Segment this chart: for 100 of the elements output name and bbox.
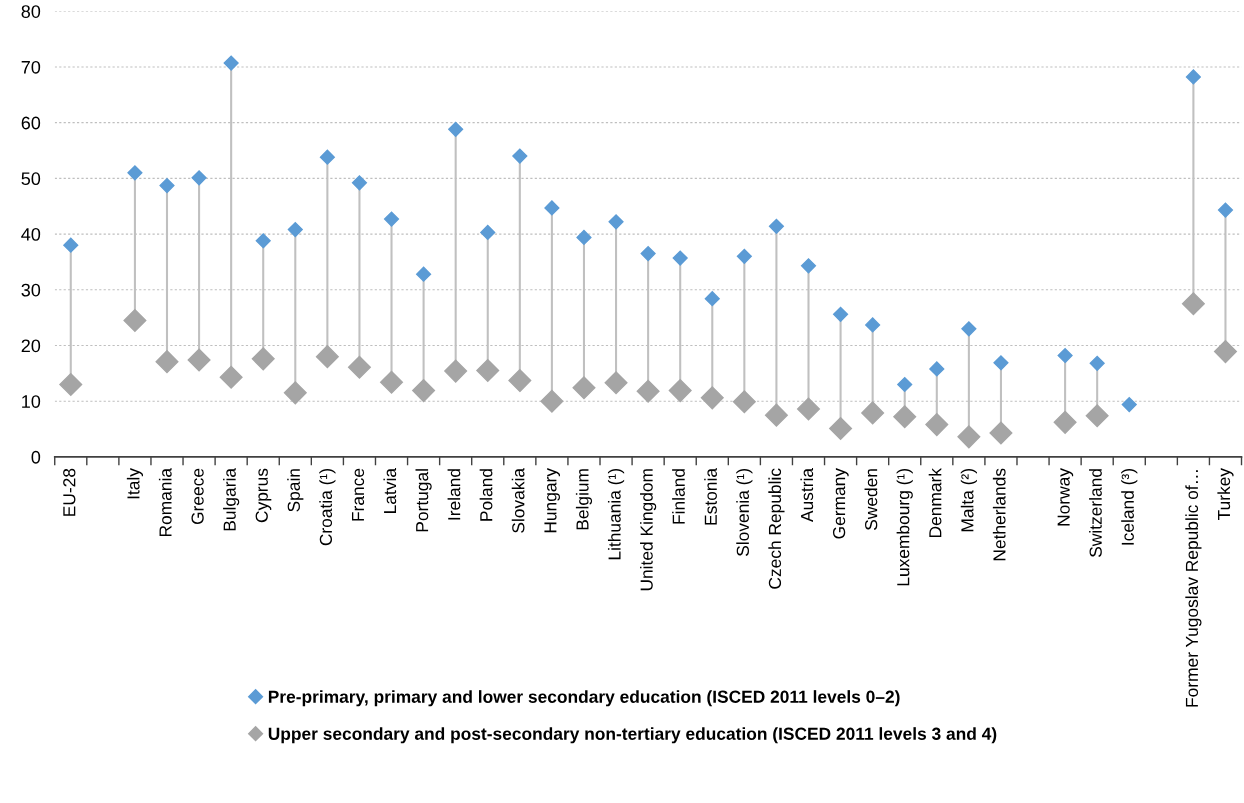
point bbox=[219, 365, 243, 389]
point bbox=[1057, 347, 1073, 364]
point bbox=[59, 372, 83, 396]
x-tick-label: Slovakia bbox=[511, 468, 525, 533]
point bbox=[123, 308, 147, 332]
x-tick-label: Austria bbox=[800, 468, 814, 523]
point bbox=[159, 178, 175, 194]
point bbox=[989, 421, 1013, 445]
x-tick-label: Norway bbox=[1057, 468, 1074, 526]
legend-label: Pre-primary, primary and lower secondary education (ISCED 2011 levels 0–2) bbox=[268, 690, 900, 707]
y-tick-label: 70 bbox=[21, 60, 41, 74]
point bbox=[127, 165, 143, 181]
x-tick-label: Lithuania (¹) bbox=[607, 469, 625, 560]
x-tick-label: Ireland bbox=[447, 469, 461, 520]
point bbox=[255, 233, 271, 249]
point bbox=[829, 416, 853, 440]
point bbox=[957, 425, 981, 449]
point bbox=[800, 258, 817, 274]
x-tick-label: Malta (²) bbox=[960, 469, 977, 532]
x-tick-label: Finland bbox=[672, 469, 685, 524]
x-tick-label: France bbox=[351, 468, 365, 521]
point bbox=[508, 369, 532, 393]
x-tick-label: Romania bbox=[158, 468, 172, 537]
point bbox=[668, 379, 692, 403]
point bbox=[223, 55, 239, 71]
point bbox=[1213, 340, 1237, 364]
point bbox=[380, 370, 404, 394]
point bbox=[416, 266, 432, 282]
point bbox=[572, 376, 596, 400]
point bbox=[383, 211, 400, 227]
y-tick-label: 40 bbox=[21, 228, 41, 241]
y-tick-label: 80 bbox=[21, 5, 41, 18]
point bbox=[1121, 396, 1137, 413]
x-tick-label: Croatia (¹) bbox=[319, 469, 336, 546]
point bbox=[640, 246, 656, 262]
point bbox=[925, 413, 949, 437]
point bbox=[187, 348, 211, 372]
point bbox=[444, 359, 468, 383]
point bbox=[448, 121, 464, 137]
point bbox=[512, 148, 528, 164]
point bbox=[412, 379, 436, 403]
x-tick-label: Netherlands bbox=[992, 468, 1006, 561]
x-tick-label: Sweden bbox=[864, 469, 878, 530]
y-tick-label: 30 bbox=[21, 283, 41, 297]
point bbox=[251, 347, 275, 371]
x-tick-label: Hungary bbox=[544, 468, 560, 533]
x-tick-label: Cyprus bbox=[255, 468, 272, 523]
point bbox=[768, 218, 784, 234]
point bbox=[929, 361, 945, 377]
x-tick-label: Spain bbox=[287, 469, 304, 512]
point bbox=[540, 389, 564, 413]
point bbox=[636, 379, 660, 403]
x-tick-label: Former Yugoslav Republic of… bbox=[1185, 470, 1202, 707]
point bbox=[893, 405, 917, 429]
x-tick-label: Bulgaria bbox=[223, 468, 240, 531]
point bbox=[287, 222, 303, 238]
point bbox=[315, 345, 339, 369]
y-tick-label: 10 bbox=[22, 395, 41, 408]
point bbox=[732, 390, 756, 414]
x-tick-label: Turkey bbox=[1217, 468, 1234, 521]
point bbox=[797, 397, 820, 421]
x-tick-label: Poland bbox=[479, 469, 493, 521]
point bbox=[861, 401, 885, 425]
point bbox=[993, 355, 1009, 371]
x-tick-label: Luxembourg (¹) bbox=[896, 469, 913, 586]
x-tick-label: Greece bbox=[191, 468, 204, 525]
y-tick-label: 60 bbox=[21, 116, 41, 130]
x-tick-label: Belgium bbox=[575, 469, 593, 530]
point bbox=[1181, 292, 1205, 316]
point bbox=[700, 386, 724, 410]
y-tick-label: 20 bbox=[21, 339, 41, 353]
point bbox=[283, 381, 307, 405]
x-tick-label: Estonia bbox=[704, 468, 717, 525]
point bbox=[672, 250, 688, 266]
y-tick-label: 50 bbox=[21, 172, 41, 186]
x-tick-label: United Kingdom bbox=[640, 469, 657, 591]
point bbox=[319, 149, 335, 165]
point bbox=[1053, 410, 1077, 434]
x-tick-label: Germany bbox=[832, 468, 849, 539]
point bbox=[1085, 404, 1109, 428]
point bbox=[191, 170, 207, 186]
y-tick-label: 0 bbox=[31, 450, 41, 464]
point bbox=[704, 291, 720, 307]
x-tick-label: Italy bbox=[126, 468, 144, 499]
x-tick-label: Latvia bbox=[383, 468, 397, 513]
point bbox=[1217, 202, 1234, 218]
point bbox=[897, 376, 913, 393]
point bbox=[764, 403, 788, 427]
point bbox=[480, 224, 496, 240]
x-tick-label: Iceland (³) bbox=[1121, 469, 1138, 545]
point bbox=[576, 229, 592, 245]
point bbox=[736, 248, 752, 264]
x-tick-label: Czech Republic bbox=[768, 468, 785, 589]
point bbox=[476, 359, 500, 383]
x-tick-label: Switzerland bbox=[1089, 469, 1102, 557]
point bbox=[1089, 355, 1105, 371]
point bbox=[961, 321, 977, 337]
x-tick-label: Denmark bbox=[928, 467, 942, 538]
point bbox=[865, 317, 881, 333]
point bbox=[608, 214, 624, 230]
